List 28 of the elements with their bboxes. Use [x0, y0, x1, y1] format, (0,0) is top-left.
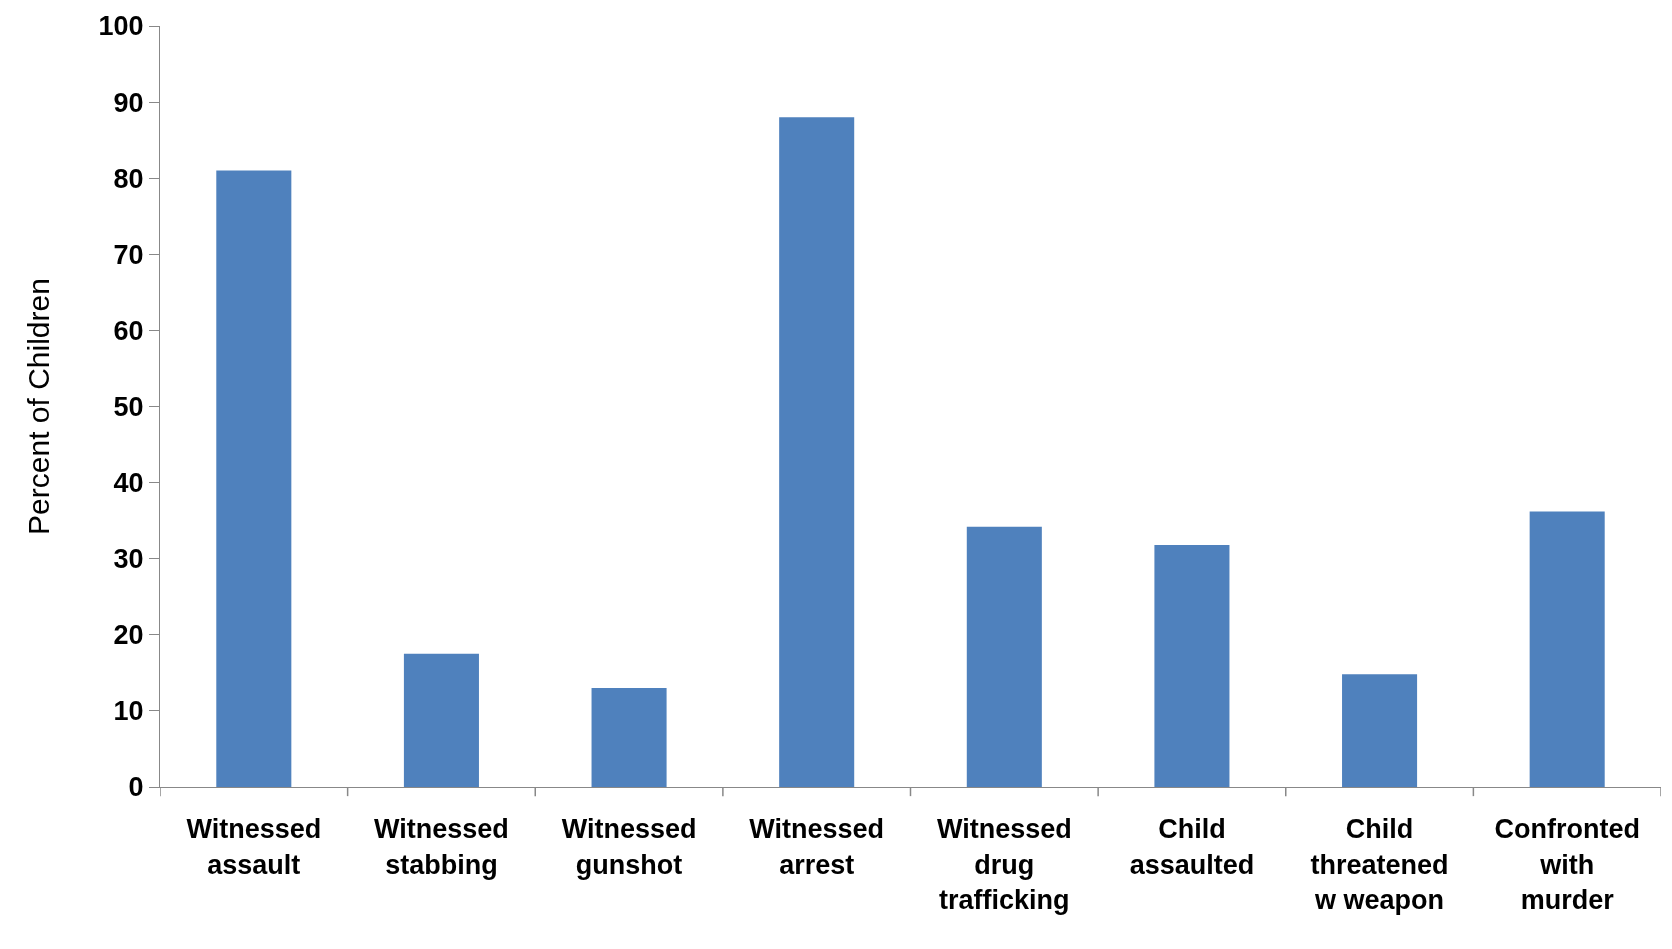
x-tick-label: Child threatened w weapon: [1310, 814, 1449, 915]
x-tick-label: Child assaulted: [1129, 814, 1255, 880]
y-tick-label: 40: [113, 468, 144, 499]
bar: [1529, 511, 1605, 787]
y-tick-label: 30: [113, 544, 144, 575]
x-tick-label: Witnessed stabbing: [374, 814, 509, 880]
y-tick-label: 100: [98, 11, 144, 42]
y-tick-label: 50: [113, 391, 144, 422]
bar: [1342, 674, 1418, 787]
y-tick-label: 60: [113, 315, 144, 346]
bar: [403, 653, 479, 787]
x-tick-label: Witnessed assault: [186, 814, 322, 880]
bar: [1154, 545, 1230, 787]
y-tick-label: 10: [113, 696, 144, 727]
bar: [966, 526, 1042, 787]
x-tick-label: Witnessed gunshot: [561, 814, 697, 880]
x-tick-label: Witnessed arrest: [749, 814, 885, 880]
y-tick-label: 0: [128, 772, 144, 803]
x-tick-label: Witnessed drug trafficking: [936, 814, 1072, 915]
y-axis-title: Percent of Children: [21, 278, 55, 535]
y-tick-label: 80: [113, 163, 144, 194]
bar: [779, 117, 855, 787]
x-tick-label: Confronted with murder: [1494, 814, 1640, 915]
y-tick-label: 90: [113, 87, 144, 118]
bar: [591, 688, 667, 787]
y-tick-label: 70: [113, 239, 144, 270]
bar: [216, 170, 292, 787]
y-tick-label: 20: [113, 620, 144, 651]
